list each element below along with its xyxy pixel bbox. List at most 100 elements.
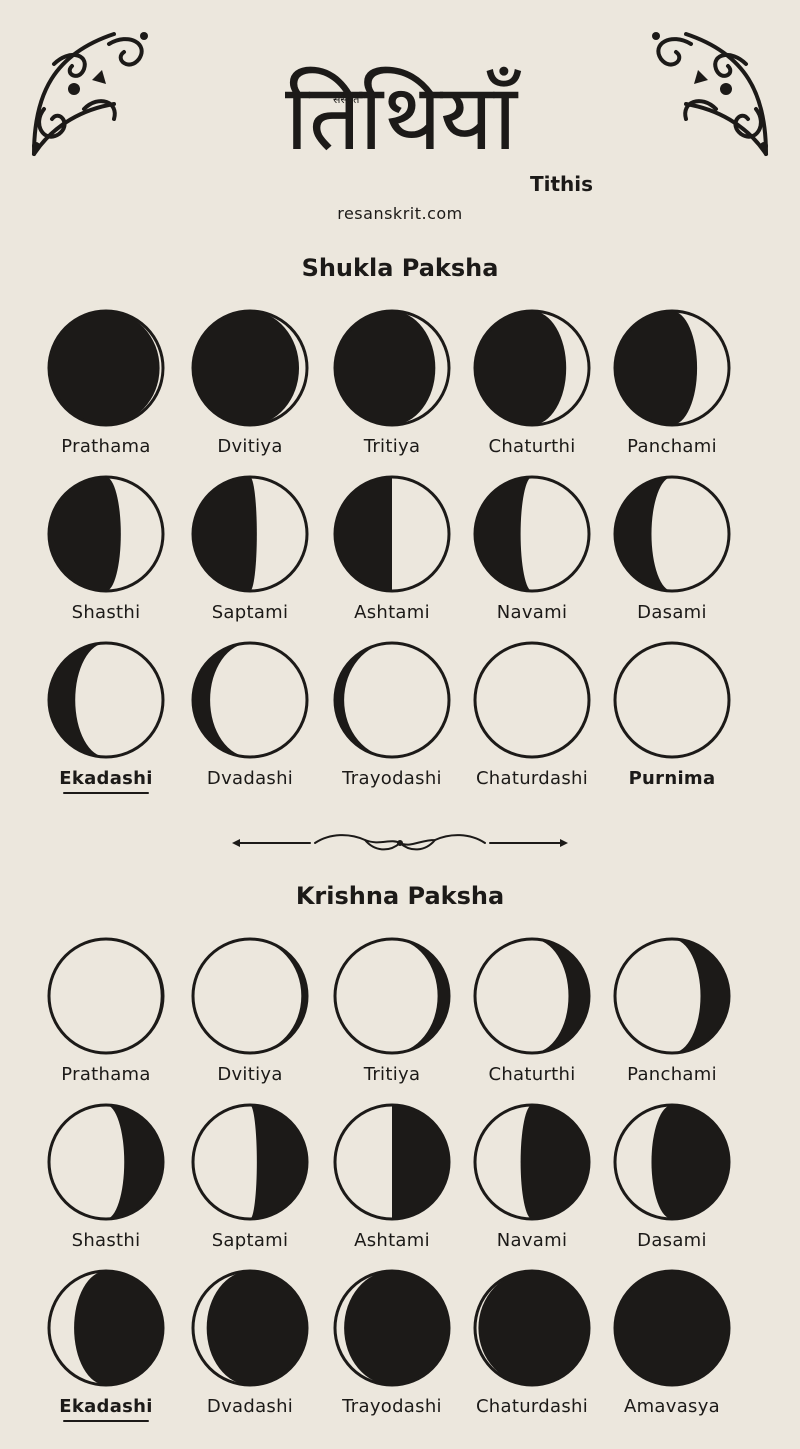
moon-phase-icon (473, 1269, 591, 1387)
page-subtitle: Tithis (530, 172, 594, 196)
tithi-item: Ashtami (322, 472, 462, 623)
moon-phase-icon (191, 1103, 309, 1221)
moon-phase-icon (613, 309, 731, 427)
moon-phase-icon (333, 641, 451, 759)
moon-outline (47, 937, 165, 1055)
tithi-label: Navami (496, 1230, 568, 1251)
tithi-item: Dvitiya (180, 934, 320, 1085)
moon-phase-icon (473, 1103, 591, 1221)
moon-shadow (520, 1105, 589, 1219)
tithi-label: Prathama (61, 436, 151, 457)
moon-outline (333, 309, 451, 427)
moon-shadow (335, 311, 436, 425)
moon-phase-icon (333, 937, 451, 1055)
moon-shadow (392, 939, 449, 1053)
moon-shadow (49, 643, 106, 757)
tithi-item: Dasami (602, 1100, 742, 1251)
moon-shadow (672, 939, 729, 1053)
tithi-item: Chaturthi (462, 934, 602, 1085)
moon-phase-icon (191, 309, 309, 427)
moon-outline (191, 1103, 309, 1221)
moon-shadow (478, 1271, 589, 1385)
tithi-item: Dvitiya (180, 306, 320, 457)
tithi-item: Amavasya (602, 1266, 742, 1417)
tithi-label: Tritiya (363, 436, 421, 457)
moon-shadow (74, 1271, 163, 1385)
moon-outline (613, 475, 731, 593)
tithi-label: Dasami (637, 602, 707, 623)
moon-phase-icon (333, 1103, 451, 1221)
moon-phase-icon (333, 475, 451, 593)
moon-phase-icon (47, 475, 165, 593)
tithi-label: Navami (496, 602, 568, 623)
moon-outline (47, 1269, 165, 1387)
moon-outline (613, 1103, 731, 1221)
tithi-label: Amavasya (623, 1396, 721, 1417)
page-title: तिथियाँ (284, 64, 517, 171)
tithi-item: Ekadashi (36, 1266, 176, 1422)
moon-outline (333, 1269, 451, 1387)
moon-phase-icon (47, 937, 165, 1055)
moon-phase-icon (473, 475, 591, 593)
moon-outline (473, 1269, 591, 1387)
moon-outline (47, 475, 165, 593)
tithi-label: Dvadashi (206, 1396, 294, 1417)
tithi-item: Dvadashi (180, 638, 320, 789)
tithi-item: Trayodashi (322, 638, 462, 789)
tithi-label: Ekadashi (59, 768, 153, 789)
moon-shadow (335, 477, 392, 591)
moon-shadow (193, 643, 250, 757)
label-underline (63, 792, 149, 794)
moon-shadow (392, 1105, 449, 1219)
moon-phase-icon (47, 641, 165, 759)
tithi-label: Ekadashi (59, 1396, 153, 1417)
moon-outline (333, 475, 451, 593)
moon-outline (333, 1103, 451, 1221)
tithi-item: Trayodashi (322, 1266, 462, 1417)
moon-shadow (106, 1105, 163, 1219)
tithi-item: Tritiya (322, 306, 462, 457)
tithi-item: Prathama (36, 934, 176, 1085)
moon-phase-icon (473, 937, 591, 1055)
moon-outline (333, 937, 451, 1055)
moon-phase-icon (191, 937, 309, 1055)
tithi-item: Navami (462, 472, 602, 623)
moon-shadow (532, 939, 589, 1053)
moon-shadow (475, 477, 532, 591)
tithi-item: Dvadashi (180, 1266, 320, 1417)
moon-phase-icon (613, 641, 731, 759)
moon-shadow (193, 477, 257, 591)
tithi-label: Dvadashi (206, 768, 294, 789)
tithi-item: Ekadashi (36, 638, 176, 794)
tithi-label: Saptami (211, 1230, 289, 1251)
tithi-label: Trayodashi (342, 1396, 442, 1417)
tithi-item: Chaturthi (462, 306, 602, 457)
tithi-item: Shasthi (36, 1100, 176, 1251)
tithi-label: Purnima (628, 768, 716, 789)
moon-outline (613, 309, 731, 427)
tithi-label: Shasthi (71, 1230, 141, 1251)
moon-outline (473, 309, 591, 427)
site-url: resanskrit.com (337, 204, 463, 223)
moon-shadow (344, 1271, 449, 1385)
tithi-label: Panchami (627, 436, 717, 457)
moon-outline (473, 937, 591, 1055)
moon-phase-icon (333, 1269, 451, 1387)
tithi-item: Ashtami (322, 1100, 462, 1251)
tithi-item: Prathama (36, 306, 176, 457)
tithi-label: Dasami (637, 1230, 707, 1251)
label-underline (63, 1420, 149, 1422)
moon-phase-icon (333, 309, 451, 427)
tithi-label: Saptami (211, 602, 289, 623)
moon-outline (473, 641, 591, 759)
moon-outline (47, 1103, 165, 1221)
moon-outline (613, 937, 731, 1055)
moon-shadow (250, 939, 307, 1053)
moon-outline (191, 937, 309, 1055)
moon-phase-icon (473, 309, 591, 427)
moon-shadow (206, 1271, 307, 1385)
tithi-label: Chaturthi (488, 436, 576, 457)
tithi-item: Dasami (602, 472, 742, 623)
moon-shadow (335, 643, 392, 757)
